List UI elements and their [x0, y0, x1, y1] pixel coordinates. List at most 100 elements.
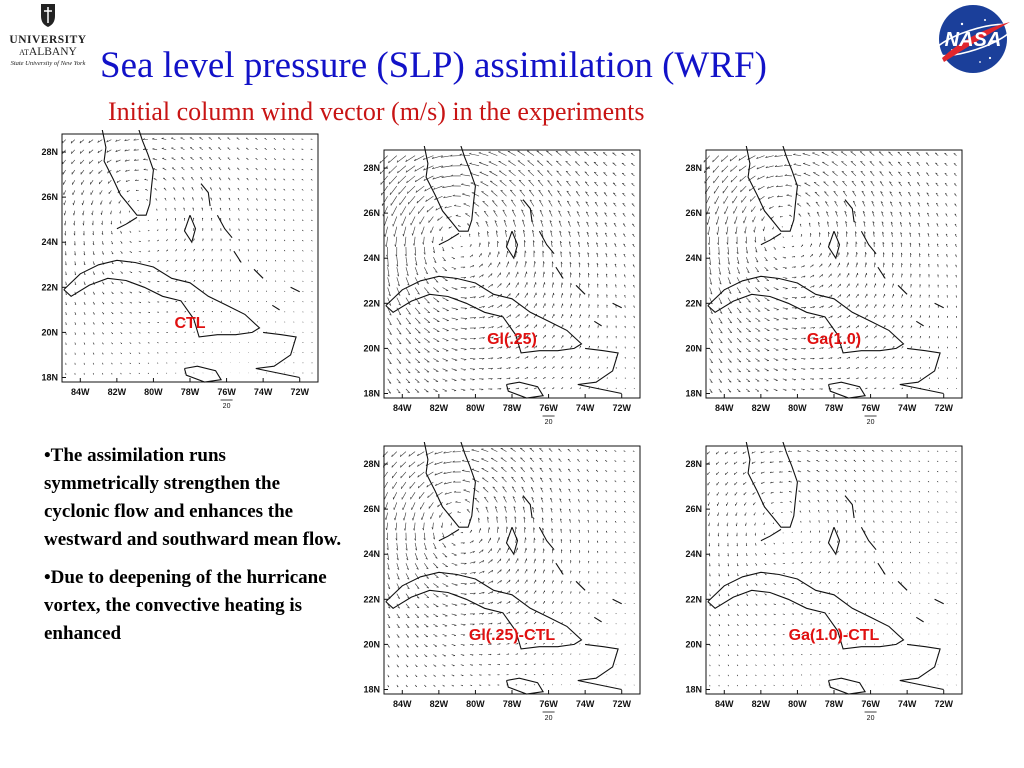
wind-vector — [622, 193, 626, 197]
wind-vector — [622, 213, 626, 217]
wind-vector-head — [738, 351, 742, 353]
wind-vector-head — [536, 345, 538, 348]
wind-vector-head — [472, 368, 476, 371]
wind-vector — [837, 241, 839, 247]
wind-vector-head — [603, 192, 607, 194]
wind-vector-head — [774, 165, 777, 167]
wind-vector — [744, 226, 747, 234]
wind-vector-head — [803, 337, 806, 340]
wind-vector-head — [388, 646, 390, 648]
wind-vector — [774, 165, 783, 167]
wind-vector-head — [822, 305, 824, 308]
wind-vector — [497, 283, 502, 288]
university-crest-icon — [41, 4, 55, 27]
wind-vector — [62, 139, 66, 144]
coastline — [385, 275, 583, 354]
wind-vector-head — [463, 266, 466, 269]
wind-vector-head — [70, 141, 73, 144]
wind-vector — [88, 149, 94, 154]
wind-vector — [469, 153, 480, 156]
wind-vector — [536, 160, 544, 167]
wind-vector — [595, 222, 599, 227]
wind-vector — [497, 261, 501, 268]
wind-vector-head — [821, 274, 823, 277]
wind-vector — [524, 345, 529, 349]
wind-vector — [594, 191, 599, 197]
wind-vector — [751, 206, 756, 213]
wind-vector — [819, 263, 823, 268]
wind-vector-head — [423, 178, 426, 181]
wind-vector-head — [757, 290, 760, 292]
wind-vector-head — [507, 250, 509, 254]
wind-vector-head — [481, 643, 483, 646]
wind-vector — [782, 337, 788, 340]
wind-vector-head — [570, 293, 573, 296]
wind-vector — [442, 388, 448, 392]
wind-vector — [442, 185, 452, 189]
wind-vector-head — [552, 282, 555, 285]
wind-vector — [533, 558, 536, 564]
wind-vector — [488, 559, 493, 564]
wind-vector — [767, 195, 774, 199]
wind-vector-head — [570, 549, 572, 552]
wind-vector-head — [919, 273, 921, 276]
wind-vector — [460, 317, 468, 319]
wind-vector-head — [97, 150, 100, 154]
wind-vector — [423, 155, 434, 161]
wind-vector-head — [575, 161, 578, 163]
wind-vector-head — [526, 366, 529, 369]
wind-vector-head — [866, 387, 868, 389]
wind-vector — [488, 347, 494, 349]
wind-vector-head — [116, 180, 119, 183]
coastline — [505, 230, 519, 260]
wind-vector — [497, 325, 503, 329]
wind-vector-head — [567, 210, 570, 213]
wind-vector-head — [408, 303, 411, 305]
wind-vector — [524, 547, 527, 554]
wind-vector — [172, 177, 176, 181]
wind-vector-head — [550, 230, 553, 233]
wind-vector-head — [535, 356, 538, 358]
wind-vector-head — [882, 231, 885, 234]
wind-vector — [837, 304, 842, 309]
wind-vector — [479, 316, 485, 319]
wind-vector — [809, 253, 813, 258]
wind-vector — [396, 358, 402, 364]
wind-vector — [92, 251, 95, 255]
wind-vector-head — [441, 165, 444, 168]
wind-vector-head — [866, 367, 868, 369]
wind-vector-head — [747, 271, 750, 274]
wind-vector — [793, 154, 802, 156]
wind-vector-head — [739, 331, 742, 333]
wind-vector-head — [65, 273, 67, 276]
wind-vector — [414, 613, 420, 618]
wind-vector-head — [765, 155, 768, 158]
wind-vector-head — [416, 283, 420, 285]
wind-vector — [764, 327, 770, 331]
wind-vector — [416, 196, 425, 204]
wind-vector-head — [821, 357, 824, 360]
wind-vector — [883, 283, 885, 288]
wind-vector-head — [388, 616, 391, 619]
wind-vector-head — [890, 211, 893, 214]
wind-vector — [533, 292, 537, 298]
wind-vector — [586, 221, 590, 227]
wind-vector — [506, 579, 511, 584]
lat-tick-label: 20N — [41, 327, 58, 337]
wind-vector-head — [954, 223, 957, 226]
wind-vector-head — [516, 250, 518, 253]
wind-vector — [736, 287, 741, 294]
wind-vector-head — [890, 201, 893, 204]
wind-vector-head — [517, 600, 520, 603]
wind-vector-head — [483, 210, 487, 213]
wind-vector-head — [481, 633, 484, 636]
wind-vector-head — [238, 228, 240, 230]
wind-vector — [837, 262, 840, 268]
wind-vector-head — [944, 183, 947, 185]
wind-vector — [577, 241, 580, 248]
wind-vector-head — [587, 262, 590, 265]
wind-vector-head — [955, 264, 957, 266]
wind-vector-head — [490, 643, 492, 646]
wind-vector — [497, 304, 503, 309]
wind-vector — [851, 180, 857, 187]
